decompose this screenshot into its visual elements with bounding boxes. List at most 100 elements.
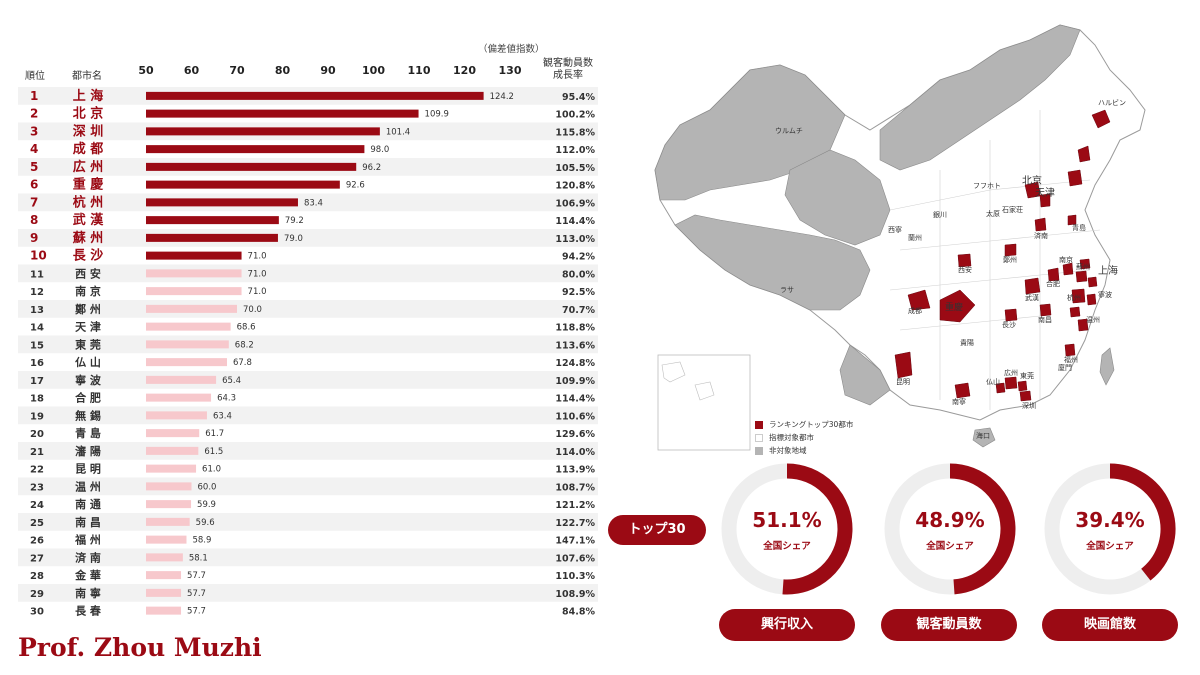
map-label: 合肥 <box>1046 279 1060 288</box>
city-name: 福 州 <box>74 533 101 547</box>
row-stripe <box>18 193 598 212</box>
map-city-foshan <box>995 382 1006 394</box>
rank-number: 3 <box>30 124 38 138</box>
growth-rate: 129.6% <box>555 429 595 440</box>
map-city-qingdao <box>1067 214 1077 226</box>
map-city-changsha <box>1004 308 1018 322</box>
rank-number: 22 <box>30 465 44 476</box>
bar-value-label: 57.7 <box>187 607 206 617</box>
bar-value-label: 92.6 <box>346 181 365 191</box>
map-label: 重慶 <box>945 301 963 313</box>
row-stripe <box>18 229 598 247</box>
rank-number: 7 <box>30 195 38 209</box>
gauge-subtitle: 全国シェア <box>763 541 811 552</box>
bar <box>146 251 242 260</box>
bar <box>146 91 484 100</box>
map-svg: ハルビン ウルムチ フフホト 北京 天津 銀川 太原 石家荘 西寧 蘭州 済南 … <box>654 24 1146 451</box>
map-city-wenzhou <box>1077 318 1089 332</box>
bar-value-label: 64.3 <box>217 394 236 404</box>
city-name: 昆 明 <box>75 463 101 476</box>
rank-number: 6 <box>30 178 38 192</box>
bar-value-label: 65.4 <box>222 376 241 386</box>
growth-rate: 114.4% <box>555 394 595 405</box>
map-label: 昆明 <box>896 378 910 386</box>
map-city-chengdu <box>907 289 931 311</box>
metric-box-office: 興行収入 <box>719 609 855 641</box>
rank-number: 4 <box>30 142 38 156</box>
rank-number: 9 <box>30 231 38 245</box>
map-label: 上海 <box>1098 264 1118 277</box>
map-city-hefei <box>1047 267 1060 282</box>
map-label: 温州 <box>1086 315 1100 324</box>
bar-value-label: 59.9 <box>197 500 216 510</box>
bar <box>146 198 298 207</box>
bar-value-label: 57.7 <box>187 571 206 581</box>
map-label: 杭州 <box>1067 293 1081 302</box>
bar <box>146 127 380 136</box>
growth-rate: 121.2% <box>555 500 595 511</box>
city-name: 天 津 <box>75 320 101 334</box>
growth-header: 観客動員数 成長率 <box>538 58 598 82</box>
map-city-labels: ハルビン ウルムチ フフホト 北京 天津 銀川 太原 石家荘 西寧 蘭州 済南 … <box>775 98 1126 440</box>
scale-note: （偏差値指数） <box>478 44 545 55</box>
bar <box>146 340 229 349</box>
map-label: 廈門 <box>1058 363 1072 372</box>
bar-value-label: 71.0 <box>248 287 267 297</box>
legend-item: ランキングトップ30都市 <box>755 418 853 431</box>
gauge-percent: 39.4% <box>1075 508 1145 532</box>
rank-number: 16 <box>30 358 44 369</box>
gauge-box-office: 51.1% 全国シェア <box>720 462 854 596</box>
gauge-attendance: 48.9% 全国シェア <box>883 462 1017 596</box>
bar-value-label: 124.2 <box>490 92 514 102</box>
map-region-tibet <box>674 214 871 311</box>
map-label: 広州 <box>1004 368 1018 377</box>
ranking-chart: 順位 都市名 （偏差値指数） 観客動員数 成長率 50 60 70 80 90 100 11… <box>18 44 598 618</box>
map-city-nanchang <box>1039 303 1052 317</box>
bar <box>146 269 242 278</box>
growth-rate: 118.8% <box>555 323 595 334</box>
city-name: 金 華 <box>74 568 101 582</box>
growth-rate: 95.4% <box>562 92 595 103</box>
bar <box>146 145 365 154</box>
city-name: 鄭 州 <box>75 302 101 316</box>
legend-label: 非対象地域 <box>769 446 807 455</box>
growth-rate: 114.4% <box>555 216 595 227</box>
bar-value-label: 70.0 <box>243 305 262 315</box>
gauge-ring <box>1044 463 1176 595</box>
bar <box>146 233 278 242</box>
map-hainan <box>972 427 996 448</box>
map-city-shenzhen <box>1019 390 1032 402</box>
gauge-subtitle: 全国シェア <box>1086 541 1134 552</box>
bar <box>146 411 207 420</box>
bar-value-label: 68.6 <box>237 323 256 333</box>
metric-attendance: 観客動員数 <box>881 609 1017 641</box>
metric-cinemas: 映画館数 <box>1042 609 1178 641</box>
bar-value-label: 58.9 <box>192 536 211 546</box>
map-region-yunnan-south <box>839 344 891 406</box>
bar-value-label: 98.0 <box>370 145 389 155</box>
bar-value-label: 61.7 <box>205 429 224 439</box>
city-name: 温 州 <box>75 479 101 493</box>
row-stripe <box>18 442 598 460</box>
city-name: 蘇 州 <box>72 230 104 246</box>
map-city-zhengzhou <box>1004 243 1017 257</box>
rank-number: 8 <box>30 213 38 227</box>
growth-rate: 113.0% <box>555 234 595 245</box>
growth-header-line2: 成長率 <box>553 70 583 81</box>
city-name: 西 安 <box>75 266 101 280</box>
map-city-jinhua <box>1069 306 1081 318</box>
growth-rate: 70.7% <box>562 305 595 316</box>
row-stripe <box>18 548 598 567</box>
rank-number: 30 <box>30 607 44 618</box>
map-city-nanning <box>954 382 971 399</box>
gauge-ring <box>884 463 1016 595</box>
bar <box>146 606 182 615</box>
city-name: 北 京 <box>73 106 104 122</box>
growth-rate: 106.9% <box>555 198 595 209</box>
map-label: フフホト <box>973 182 1001 190</box>
row-stripe <box>18 406 598 425</box>
rank-number: 1 <box>30 89 38 103</box>
map-label: ウルムチ <box>775 127 803 135</box>
map-city-jinan <box>1034 217 1047 232</box>
city-name: 南 寧 <box>75 586 101 600</box>
